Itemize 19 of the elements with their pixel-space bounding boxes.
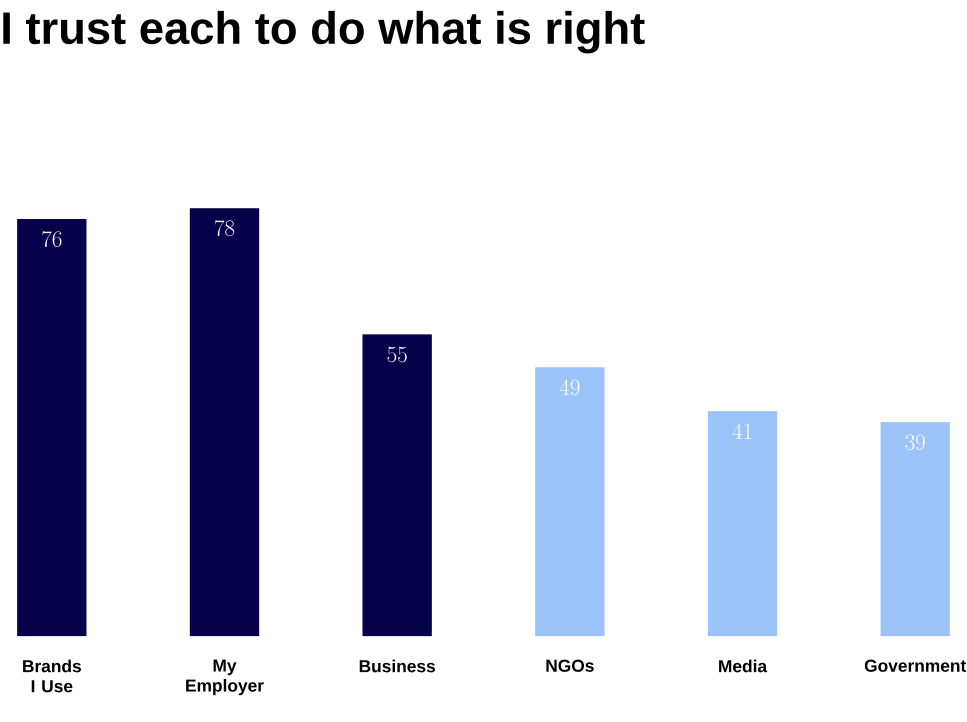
data-label: 41 — [732, 424, 752, 439]
bar — [362, 334, 432, 636]
data-label: 55 — [388, 346, 407, 362]
bar — [535, 367, 605, 636]
x-tick-label: Brands I Use — [23, 660, 81, 693]
x-tick-label: Business — [360, 660, 435, 673]
bar — [190, 208, 260, 636]
bar — [17, 219, 86, 636]
x-tick-label: NGOs — [546, 660, 594, 672]
x-tick-label: Media — [719, 660, 768, 673]
bar — [708, 411, 778, 636]
data-label: 78 — [214, 220, 234, 236]
data-label: 39 — [905, 434, 925, 450]
data-label: 49 — [560, 380, 580, 396]
x-tick-label: Government — [864, 660, 966, 672]
chart-title: I trust each to do what is right — [3, 11, 645, 54]
data-label: 76 — [42, 231, 62, 248]
x-tick-label: My Employer — [186, 660, 264, 696]
bar — [880, 422, 950, 636]
